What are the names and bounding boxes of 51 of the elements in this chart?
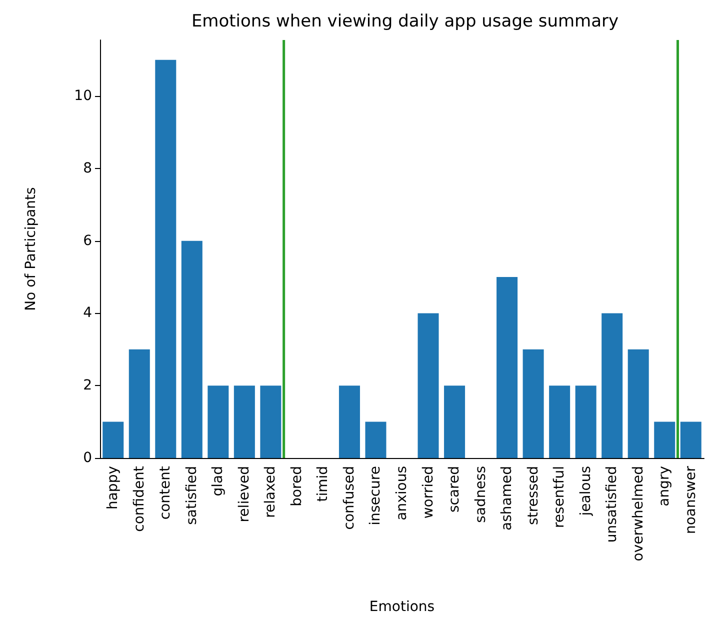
x-tick-label: angry [656, 466, 673, 506]
x-tick-label: confident [131, 466, 148, 532]
bar [208, 386, 229, 458]
x-tick-label: overwhelmed [630, 466, 646, 562]
bar [444, 386, 466, 458]
y-axis-title: No of Participants [23, 187, 39, 311]
x-tick-label: unsatisfied [604, 466, 620, 543]
bar [549, 386, 570, 458]
x-axis-title: Emotions [369, 599, 435, 615]
bar [654, 422, 676, 458]
bar [181, 240, 202, 458]
bar [102, 422, 124, 458]
y-tick-label: 8 [83, 160, 92, 176]
bar [602, 313, 623, 458]
y-tick-label: 10 [74, 88, 92, 104]
x-tick-label: glad [210, 466, 226, 496]
x-tick-label: content [158, 466, 174, 520]
x-tick-label: stressed [525, 466, 542, 525]
bar [260, 386, 282, 458]
chart-title: Emotions when viewing daily app usage summary [191, 12, 619, 32]
bar [628, 349, 649, 458]
x-tick-label: bored [288, 466, 305, 506]
bar [365, 422, 386, 458]
x-tick-label: relaxed [262, 466, 279, 518]
bar [680, 422, 702, 458]
y-tick-label: 2 [83, 378, 92, 394]
bar [522, 349, 544, 458]
y-tick-label: 0 [83, 450, 92, 466]
bar [575, 386, 596, 458]
x-tick-label: relieved [236, 466, 252, 522]
x-tick-label: anxious [394, 466, 410, 520]
x-tick-label: jealous [578, 466, 594, 517]
y-tick-label: 6 [83, 232, 92, 249]
x-tick-label: scared [446, 466, 463, 513]
x-tick-label: happy [105, 466, 122, 510]
x-tick-label: worried [420, 466, 436, 519]
x-tick-label: resentful [552, 466, 568, 528]
x-tick-label: ashamed [499, 466, 516, 530]
bar [496, 277, 518, 458]
bar [128, 349, 150, 458]
x-tick-label: noanswer [682, 466, 699, 534]
x-tick-label: timid [315, 466, 332, 502]
x-tick-label: insecure [368, 466, 384, 526]
bar [155, 60, 176, 458]
y-tick-label: 4 [83, 305, 92, 322]
bar [418, 313, 439, 458]
x-tick-label: sadness [472, 466, 489, 523]
bar [234, 386, 255, 458]
x-tick-label: satisfied [184, 466, 200, 525]
x-tick-label: confused [341, 466, 358, 530]
bar [338, 386, 360, 458]
